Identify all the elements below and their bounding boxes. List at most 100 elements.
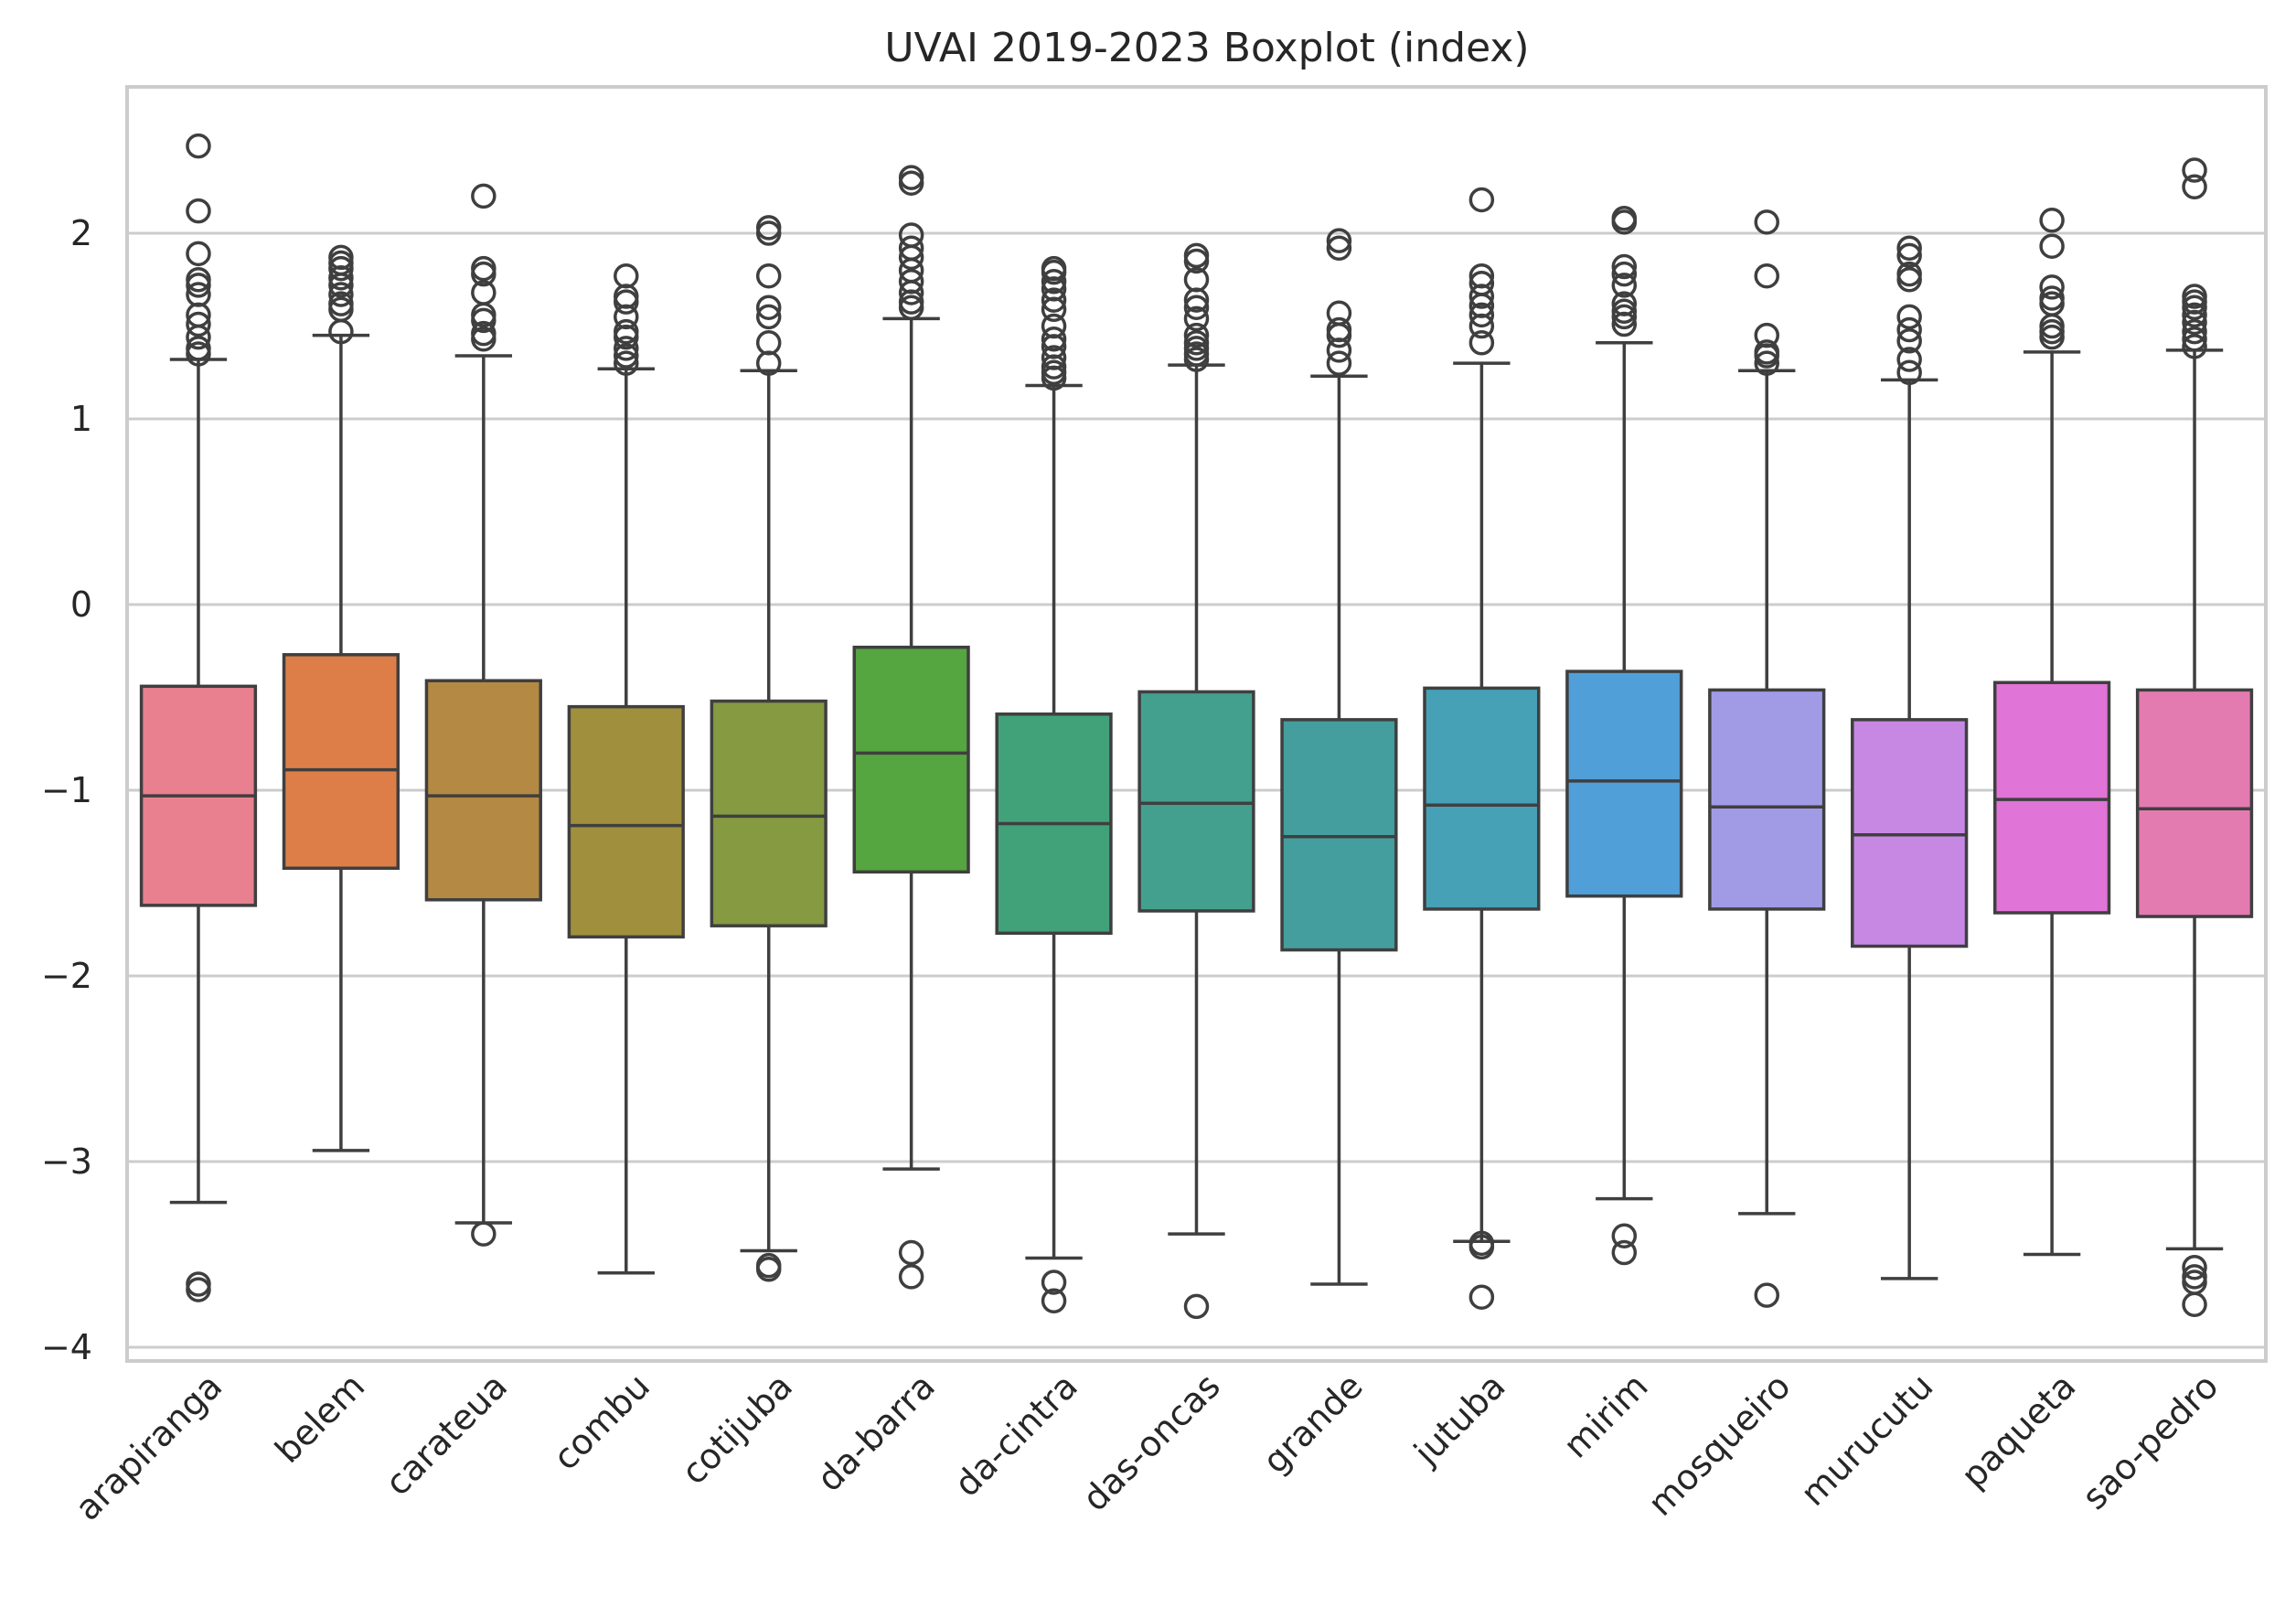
- box-group-mirim: [1565, 206, 1683, 1266]
- outlier-point: [2182, 1291, 2207, 1318]
- outlier-point: [898, 244, 924, 271]
- outlier-point: [2182, 334, 2207, 359]
- box-group-murucutu: [1851, 235, 1969, 1280]
- y-tick-label: −4: [41, 1327, 92, 1367]
- outlier-point: [186, 1277, 211, 1302]
- outlier-point: [1326, 235, 1352, 261]
- box-group-combu: [567, 262, 685, 1275]
- outlier-point: [186, 241, 211, 267]
- x-tick-label: cotijuba: [674, 1366, 800, 1492]
- box-iqr: [710, 699, 828, 927]
- outlier-point: [1754, 350, 1779, 376]
- outlier-point: [1041, 326, 1067, 352]
- box-iqr: [1280, 718, 1398, 952]
- outlier-point: [2039, 233, 2065, 259]
- y-tick-label: −1: [41, 770, 92, 810]
- outlier-point: [1611, 1223, 1638, 1248]
- outlier-point: [1896, 347, 1922, 372]
- x-tick-label: sao-pedro: [2075, 1366, 2227, 1517]
- x-tick-label: combu: [546, 1366, 658, 1478]
- outlier-point: [328, 273, 354, 298]
- box-iqr: [1992, 680, 2111, 915]
- outlier-point: [2039, 324, 2065, 350]
- outlier-point: [328, 282, 354, 307]
- outlier-point: [1326, 350, 1352, 376]
- outlier-point: [1326, 228, 1352, 253]
- outlier-point: [1611, 304, 1638, 330]
- outlier-point: [1183, 305, 1210, 332]
- box-group-grande: [1280, 228, 1398, 1286]
- y-tick-label: −2: [41, 956, 92, 996]
- y-tick-label: 1: [70, 399, 92, 439]
- x-tick-label: das-oncas: [1074, 1366, 1228, 1519]
- outlier-point: [2182, 157, 2207, 183]
- x-tick-label: arapiranga: [68, 1366, 230, 1528]
- outlier-point: [898, 222, 924, 248]
- box-group-das-oncas: [1137, 242, 1255, 1320]
- outlier-point: [1896, 316, 1922, 343]
- box-group-da-barra: [852, 165, 970, 1290]
- outlier-point: [614, 262, 639, 289]
- outlier-point: [186, 198, 211, 224]
- outlier-point: [2039, 208, 2065, 233]
- outlier-point: [328, 318, 354, 345]
- x-tick-label: murucutu: [1793, 1366, 1941, 1514]
- box-iqr: [1423, 686, 1541, 911]
- outlier-point: [898, 280, 924, 305]
- outlier-point: [471, 307, 497, 334]
- outlier-point: [1611, 253, 1638, 280]
- outlier-point: [1183, 347, 1210, 372]
- outlier-point: [1611, 273, 1638, 298]
- x-tick-label: jutuba: [1405, 1366, 1512, 1473]
- outlier-point: [1041, 1288, 1067, 1313]
- outlier-point: [1041, 269, 1067, 295]
- outlier-point: [186, 324, 211, 350]
- outlier-point: [1754, 209, 1779, 235]
- outlier-point: [755, 1256, 782, 1282]
- x-tick-label: grande: [1255, 1366, 1370, 1481]
- box-group-da-cintra: [995, 255, 1113, 1313]
- outlier-point: [1611, 1239, 1638, 1266]
- outlier-point: [1754, 262, 1779, 289]
- box-group-sao-pedro: [2135, 157, 2254, 1318]
- outlier-point: [614, 350, 639, 376]
- outlier-point: [755, 304, 782, 330]
- outlier-point: [1468, 1234, 1495, 1260]
- outlier-point: [755, 220, 782, 246]
- box-group-paqueta: [1992, 208, 2111, 1257]
- chart-title: UVAI 2019-2023 Boxplot (index): [884, 25, 1529, 71]
- outlier-point: [2182, 302, 2207, 328]
- outlier-point: [614, 336, 639, 361]
- outlier-point: [1041, 313, 1067, 339]
- box-iqr: [1137, 690, 1255, 913]
- plot-frame: [125, 85, 2268, 1363]
- y-tick-label: −3: [41, 1141, 92, 1182]
- outlier-point: [1326, 322, 1352, 348]
- outlier-point: [2182, 318, 2207, 345]
- x-axis-ticks: arapiranga belem carateua combu cotijuba da-b…: [68, 1366, 2227, 1528]
- outlier-point: [1896, 235, 1922, 261]
- box-group-belem: [282, 244, 400, 1152]
- outlier-point: [1183, 322, 1210, 348]
- outlier-point: [755, 330, 782, 356]
- outlier-point: [1041, 296, 1067, 322]
- outlier-point: [2182, 295, 2207, 320]
- box-iqr: [2135, 688, 2254, 918]
- outlier-point: [2182, 326, 2207, 352]
- outlier-point: [614, 289, 639, 315]
- outlier-point: [898, 170, 924, 196]
- x-tick-label: mosqueiro: [1640, 1366, 1799, 1524]
- outlier-point: [1896, 242, 1922, 269]
- outlier-point: [2182, 174, 2207, 199]
- box-iqr: [1565, 670, 1683, 898]
- x-tick-label: mirim: [1555, 1366, 1655, 1465]
- outlier-point: [186, 341, 211, 367]
- outlier-point: [1183, 1293, 1210, 1320]
- box-group-arapiranga: [139, 133, 258, 1302]
- x-tick-label: da-cintra: [946, 1366, 1085, 1505]
- outlier-point: [1468, 330, 1495, 356]
- y-axis-ticks: 2 1 0 −1 −2 −3 −4: [41, 213, 92, 1367]
- box-iqr: [567, 704, 685, 939]
- outlier-point: [1041, 259, 1067, 285]
